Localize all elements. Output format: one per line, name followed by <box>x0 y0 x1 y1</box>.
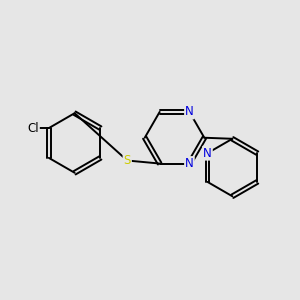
Text: N: N <box>203 147 212 160</box>
Text: N: N <box>185 105 194 119</box>
Text: Cl: Cl <box>27 122 39 135</box>
Text: N: N <box>185 157 194 170</box>
Text: S: S <box>124 154 131 167</box>
